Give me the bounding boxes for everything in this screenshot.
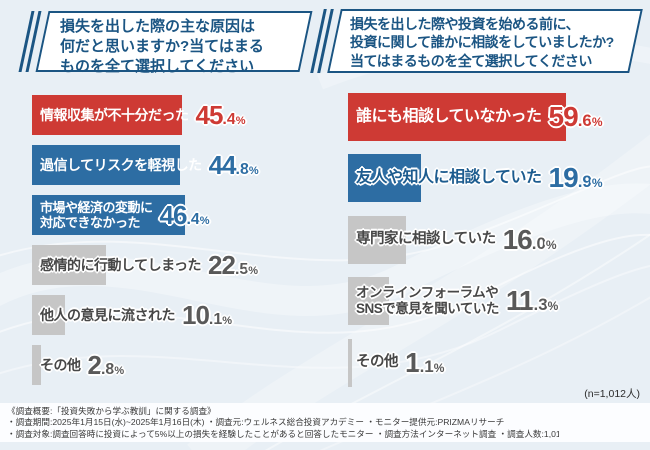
bar-row: 市場や経済の変動に 対応できなかった 46.4% — [32, 195, 322, 235]
survey-overview-line3: ・調査対象:調査回答時に投資によって5%以上の損失を経験したことがあると回答した… — [7, 428, 559, 439]
bar-row: 専門家に相談していた 16.0% — [348, 216, 644, 264]
bar-label: オンラインフォーラムや SNSで意見を聞いていた — [356, 285, 499, 316]
bar-value: 22.5% — [208, 249, 259, 280]
bar-label: 他人の意見に流された — [40, 306, 176, 323]
bar-fill — [32, 145, 180, 185]
bar-label: その他 — [40, 356, 81, 373]
bar-value: 10.1% — [182, 299, 233, 330]
bar-value: 16.0% — [502, 224, 557, 255]
bar-fill — [348, 93, 566, 141]
question-box-consultation: 損失を出した際や投資を始める前に、 投資に関して誰かに相談をしていましたか? 当… — [310, 9, 643, 73]
bar-fill — [32, 95, 182, 135]
bar-value: 44.8% — [208, 149, 259, 180]
bar-value: 45.4% — [195, 99, 246, 130]
bar-fill — [348, 339, 352, 387]
bar-label: 情報収集が不十分だった — [40, 106, 189, 123]
bar-label: 誰にも相談していなかった — [356, 107, 542, 125]
bar-fill — [348, 277, 390, 325]
survey-overview-line1: 《調査概要:「投資失敗から学ぶ教訓」に関する調査》 — [7, 406, 216, 416]
survey-overview: 《調査概要:「投資失敗から学ぶ教訓」に関する調査》 ・調査期間:2025年1月1… — [7, 406, 559, 440]
bar-label: 市場や経済の変動に 対応できなかった — [40, 199, 153, 230]
bar-row: オンラインフォーラムや SNSで意見を聞いていた 11.3% — [348, 277, 644, 325]
bar-value: 46.4% — [159, 199, 210, 230]
chart-panel-causes: 情報収集が不十分だった 45.4% 過信してリスクを軽視した 44.8% 市場や… — [32, 0, 322, 400]
bar-value: 2.8% — [87, 349, 125, 380]
bar-value: 59.6% — [548, 101, 603, 132]
bar-row: 誰にも相談していなかった 59.6% — [348, 93, 644, 141]
bar-label: 感情的に行動してしまった — [40, 256, 202, 273]
bar-row: 情報収集が不十分だった 45.4% — [32, 95, 322, 135]
bar-value: 1.1% — [405, 347, 445, 378]
bar-label: 専門家に相談していた — [356, 231, 496, 248]
bar-value: 19.9% — [548, 162, 603, 193]
bar-row: 友人や知人に相談していた 19.9% — [348, 154, 644, 202]
bar-row: その他 1.1% — [348, 339, 644, 387]
bar-fill — [348, 154, 421, 202]
question-box-causes: 損失を出した際の主な原因は 何だと思いますか?当てはまる ものを全て選択してくだ… — [18, 11, 313, 75]
bar-row: 感情的に行動してしまった 22.5% — [32, 245, 322, 285]
bar-label: その他 — [356, 354, 399, 371]
bar-row: 他人の意見に流された 10.1% — [32, 295, 322, 335]
bar-row: その他 2.8% — [32, 345, 322, 385]
bar-label: 過信してリスクを軽視した — [40, 156, 202, 173]
survey-overview-line2: ・調査期間:2025年1月15日(水)~2025年1月16日(木) ・調査元:ウ… — [7, 417, 505, 428]
footer-band: 《調査概要:「投資失敗から学ぶ教訓」に関する調査》 ・調査期間:2025年1月1… — [0, 403, 650, 442]
bar-fill — [32, 295, 66, 335]
bar-fill — [32, 195, 186, 235]
bar-fill — [32, 245, 107, 285]
bar-fill — [348, 216, 407, 264]
bar-fill — [32, 345, 42, 385]
bar-value: 11.3% — [505, 285, 559, 316]
chart-panel-consultation: 誰にも相談していなかった 59.6% 友人や知人に相談していた 19.9% 専門… — [348, 0, 644, 400]
question-title-consultation: 損失を出した際や投資を始める前に、 投資に関して誰かに相談をしていましたか? 当… — [350, 16, 614, 69]
bar-row: 過信してリスクを軽視した 44.8% — [32, 145, 322, 185]
bar-label: 友人や知人に相談していた — [356, 168, 542, 186]
question-title-causes: 損失を出した際の主な原因は 何だと思いますか?当てはまる ものを全て選択してくだ… — [60, 18, 264, 75]
sample-size-note: (n=1,012人) — [584, 388, 640, 400]
